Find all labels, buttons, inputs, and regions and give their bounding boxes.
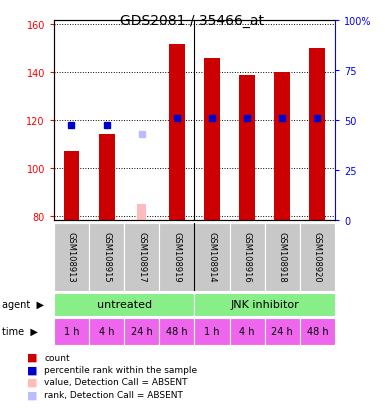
Text: untreated: untreated: [97, 299, 152, 310]
Text: 24 h: 24 h: [271, 326, 293, 337]
Bar: [239, 76, 255, 221]
Bar: [89, 223, 124, 291]
Text: value, Detection Call = ABSENT: value, Detection Call = ABSENT: [44, 377, 188, 387]
Text: GSM108916: GSM108916: [243, 232, 252, 282]
Text: 4 h: 4 h: [99, 326, 114, 337]
Text: 24 h: 24 h: [131, 326, 152, 337]
Bar: [124, 223, 159, 291]
Text: 48 h: 48 h: [306, 326, 328, 337]
Bar: [124, 318, 159, 345]
Bar: [264, 318, 300, 345]
Text: rank, Detection Call = ABSENT: rank, Detection Call = ABSENT: [44, 390, 183, 399]
Bar: [310, 49, 325, 221]
Bar: [54, 223, 89, 291]
Bar: [229, 223, 265, 291]
Bar: [194, 293, 335, 316]
Text: agent  ▶: agent ▶: [2, 299, 44, 310]
Bar: [159, 318, 194, 345]
Text: GSM108920: GSM108920: [313, 232, 322, 282]
Text: 4 h: 4 h: [239, 326, 255, 337]
Text: percentile rank within the sample: percentile rank within the sample: [44, 365, 198, 374]
Bar: [99, 135, 114, 221]
Bar: [54, 293, 194, 316]
Text: GSM108919: GSM108919: [172, 232, 181, 282]
Text: GSM108918: GSM108918: [278, 232, 287, 282]
Text: GSM108914: GSM108914: [208, 232, 216, 282]
Text: GSM108917: GSM108917: [137, 232, 146, 282]
Bar: [229, 318, 265, 345]
Text: GSM108913: GSM108913: [67, 232, 76, 282]
Text: 1 h: 1 h: [64, 326, 79, 337]
Bar: [264, 223, 300, 291]
Bar: [159, 223, 194, 291]
Bar: [204, 59, 220, 221]
Text: time  ▶: time ▶: [2, 326, 38, 337]
Text: 48 h: 48 h: [166, 326, 187, 337]
Bar: [54, 318, 89, 345]
Bar: [300, 318, 335, 345]
Text: ■: ■: [27, 389, 37, 399]
Bar: [275, 73, 290, 221]
Text: count: count: [44, 353, 70, 362]
Bar: [64, 152, 79, 221]
Text: ■: ■: [27, 352, 37, 362]
Text: GDS2081 / 35466_at: GDS2081 / 35466_at: [121, 14, 264, 28]
Bar: [169, 45, 185, 221]
Bar: [300, 223, 335, 291]
Text: 1 h: 1 h: [204, 326, 220, 337]
Text: JNK inhibitor: JNK inhibitor: [230, 299, 299, 310]
Bar: [194, 223, 229, 291]
Text: ■: ■: [27, 365, 37, 375]
Text: ■: ■: [27, 377, 37, 387]
Bar: [89, 318, 124, 345]
Bar: [194, 318, 229, 345]
Bar: [137, 204, 146, 221]
Text: GSM108915: GSM108915: [102, 232, 111, 282]
